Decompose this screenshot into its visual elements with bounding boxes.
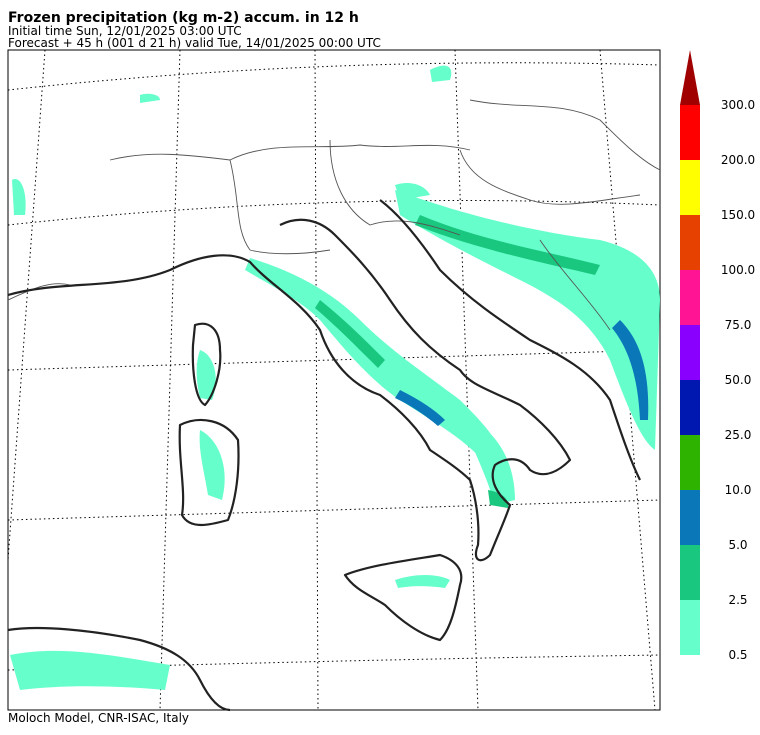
map [7,49,661,712]
coastlines [7,199,641,712]
colorbar-box [680,105,700,160]
model-credit: Moloch Model, CNR-ISAC, Italy [8,711,189,725]
colorbar-label: 50.0 [725,373,752,387]
colorbar-label: 5.0 [728,538,747,552]
colorbar-box [680,435,700,490]
colorbar-label: 2.5 [728,593,747,607]
colorbar-box [680,600,700,655]
colorbar-label: 10.0 [725,483,752,497]
colorbar-label: 0.5 [728,648,747,662]
colorbar-box [680,490,700,545]
colorbar-label: 200.0 [721,153,755,167]
colorbar-box [680,215,700,270]
forecast-valid: Forecast + 45 h (001 d 21 h) valid Tue, … [8,36,381,50]
map-title: Frozen precipitation (kg m-2) accum. in … [8,10,359,26]
precipitation [10,65,660,690]
colorbar-box [680,160,700,215]
colorbar-box [680,270,700,325]
country-borders [7,99,661,331]
colorbar-box [680,380,700,435]
map-frame [7,49,661,711]
colorbar-over-arrow [680,50,700,105]
colorbar-box [680,545,700,600]
colorbar-label: 300.0 [721,98,755,112]
colorbar-label: 100.0 [721,263,755,277]
colorbar-box [680,325,700,380]
initial-time: Initial time Sun, 12/01/2025 03:00 UTC [8,24,242,38]
colorbar: 0.5 2.5 5.0 10.0 25.0 50.0 75.0 100.0 150.0 200.0… [680,50,755,662]
colorbar-label: 25.0 [725,428,752,442]
colorbar-label: 75.0 [725,318,752,332]
colorbar-label: 150.0 [721,208,755,222]
